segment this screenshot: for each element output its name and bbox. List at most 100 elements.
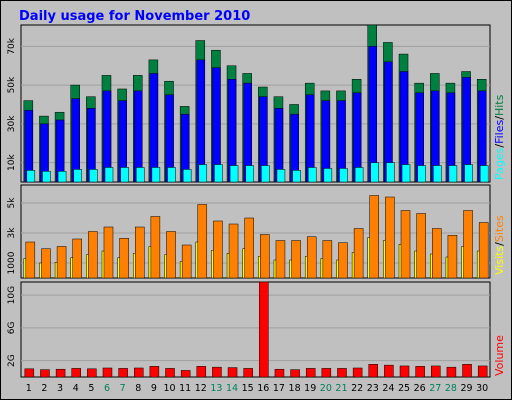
sites-bar <box>244 217 254 279</box>
pages-bar <box>339 168 348 183</box>
legend-volume: Volume <box>493 335 506 376</box>
sites-bar <box>41 248 51 279</box>
sites-bar <box>306 236 317 279</box>
panel-frame-2 <box>20 184 491 279</box>
x-tick-label: 27 <box>429 383 441 394</box>
legend-visits: Visits <box>493 246 506 275</box>
volume-bar <box>227 367 238 378</box>
x-tick-label: 25 <box>398 383 410 394</box>
pages-bar <box>448 165 458 183</box>
volume-bar <box>196 366 207 378</box>
legend-pages: Pages <box>493 147 506 180</box>
pages-bar <box>386 162 395 183</box>
pages-bar <box>261 165 270 183</box>
sites-bar <box>291 240 301 279</box>
panel-frame-1 <box>20 24 491 183</box>
x-tick-label: 7 <box>120 383 126 394</box>
volume-bar <box>399 365 410 378</box>
volume-bar <box>415 366 425 378</box>
x-tick-label: 28 <box>445 383 457 394</box>
volume-bar <box>259 281 269 378</box>
y-tick-label: 10k <box>7 154 17 171</box>
volume-bar <box>352 367 363 378</box>
volume-bar <box>243 368 253 378</box>
volume-bar <box>462 364 472 378</box>
volume-bar <box>274 368 285 378</box>
legend-volume-label: Volume <box>493 335 506 376</box>
sites-bar <box>400 210 411 279</box>
pages-bar <box>323 168 333 183</box>
volume-bar <box>290 369 300 378</box>
volume-bar <box>431 365 441 378</box>
x-tick-label: 24 <box>382 383 394 394</box>
sites-bar <box>447 235 458 279</box>
x-tick-label: 11 <box>179 383 191 394</box>
sites-bar <box>228 223 239 279</box>
sites-bar <box>197 204 208 279</box>
sites-bar <box>88 231 98 279</box>
sites-bar <box>56 246 67 279</box>
legend-hits-files-pages: Pages/Files/Hits <box>493 94 506 180</box>
pages-bar <box>417 165 426 183</box>
sites-bar <box>135 226 145 279</box>
pages-bar <box>26 170 36 183</box>
pages-bar <box>292 170 301 183</box>
chart-title: Daily usage for November 2010 <box>19 9 250 24</box>
legend-files: Files <box>493 119 506 143</box>
volume-bar <box>118 368 128 378</box>
x-tick-label: 23 <box>367 383 379 394</box>
x-tick-label: 16 <box>257 383 269 394</box>
volume-bar <box>337 368 347 378</box>
y-tick-label: 30k <box>7 115 17 132</box>
x-tick-label: 1 <box>26 383 32 394</box>
y-tick-label: 2G <box>7 354 17 367</box>
sites-bar <box>72 238 82 279</box>
sites-bar <box>353 228 364 279</box>
y-tick-label: 5k <box>7 197 17 209</box>
x-tick-label: 12 <box>195 383 207 394</box>
x-tick-label: 20 <box>320 383 332 394</box>
y-tick-label: 50k <box>7 76 17 93</box>
y-tick-label: 6G <box>7 321 17 334</box>
files-bar <box>149 73 159 183</box>
sites-bar <box>369 195 379 279</box>
pages-bar <box>182 169 192 183</box>
sites-bar <box>181 244 192 279</box>
pages-bar <box>479 165 489 183</box>
pages-bar <box>354 167 364 183</box>
x-tick-label: 15 <box>242 383 254 394</box>
volume-bar <box>149 366 160 378</box>
x-tick-label: 4 <box>73 383 79 394</box>
volume-bar <box>134 367 144 378</box>
legend-sites: Sites <box>493 215 506 242</box>
x-tick-label: 21 <box>335 383 347 394</box>
volume-bar <box>477 365 488 378</box>
pages-bar <box>167 167 176 183</box>
legend-hits: Hits <box>493 94 506 116</box>
x-tick-label: 29 <box>461 383 473 394</box>
pages-bar <box>401 164 411 183</box>
pages-bar <box>151 167 161 183</box>
sites-bar <box>416 213 426 279</box>
x-tick-label: 17 <box>273 383 285 394</box>
volume-bar <box>180 370 191 378</box>
volume-bar <box>321 368 332 378</box>
volume-bar <box>87 368 97 378</box>
x-tick-label: 10 <box>163 383 175 394</box>
x-tick-label: 2 <box>41 383 47 394</box>
y-tick-label: 3k <box>7 227 17 239</box>
x-tick-label: 19 <box>304 383 316 394</box>
sites-bar <box>385 196 395 279</box>
x-tick-label: 18 <box>289 383 301 394</box>
files-bar <box>196 59 206 183</box>
x-tick-label: 3 <box>57 383 63 394</box>
legend-slash: / <box>493 116 506 120</box>
volume-bar <box>40 369 50 378</box>
volume-bar <box>102 367 113 378</box>
y-tick-label: 1000 <box>7 251 17 274</box>
sites-bar <box>119 238 129 279</box>
volume-bar <box>55 368 66 378</box>
sites-bar <box>432 228 442 279</box>
